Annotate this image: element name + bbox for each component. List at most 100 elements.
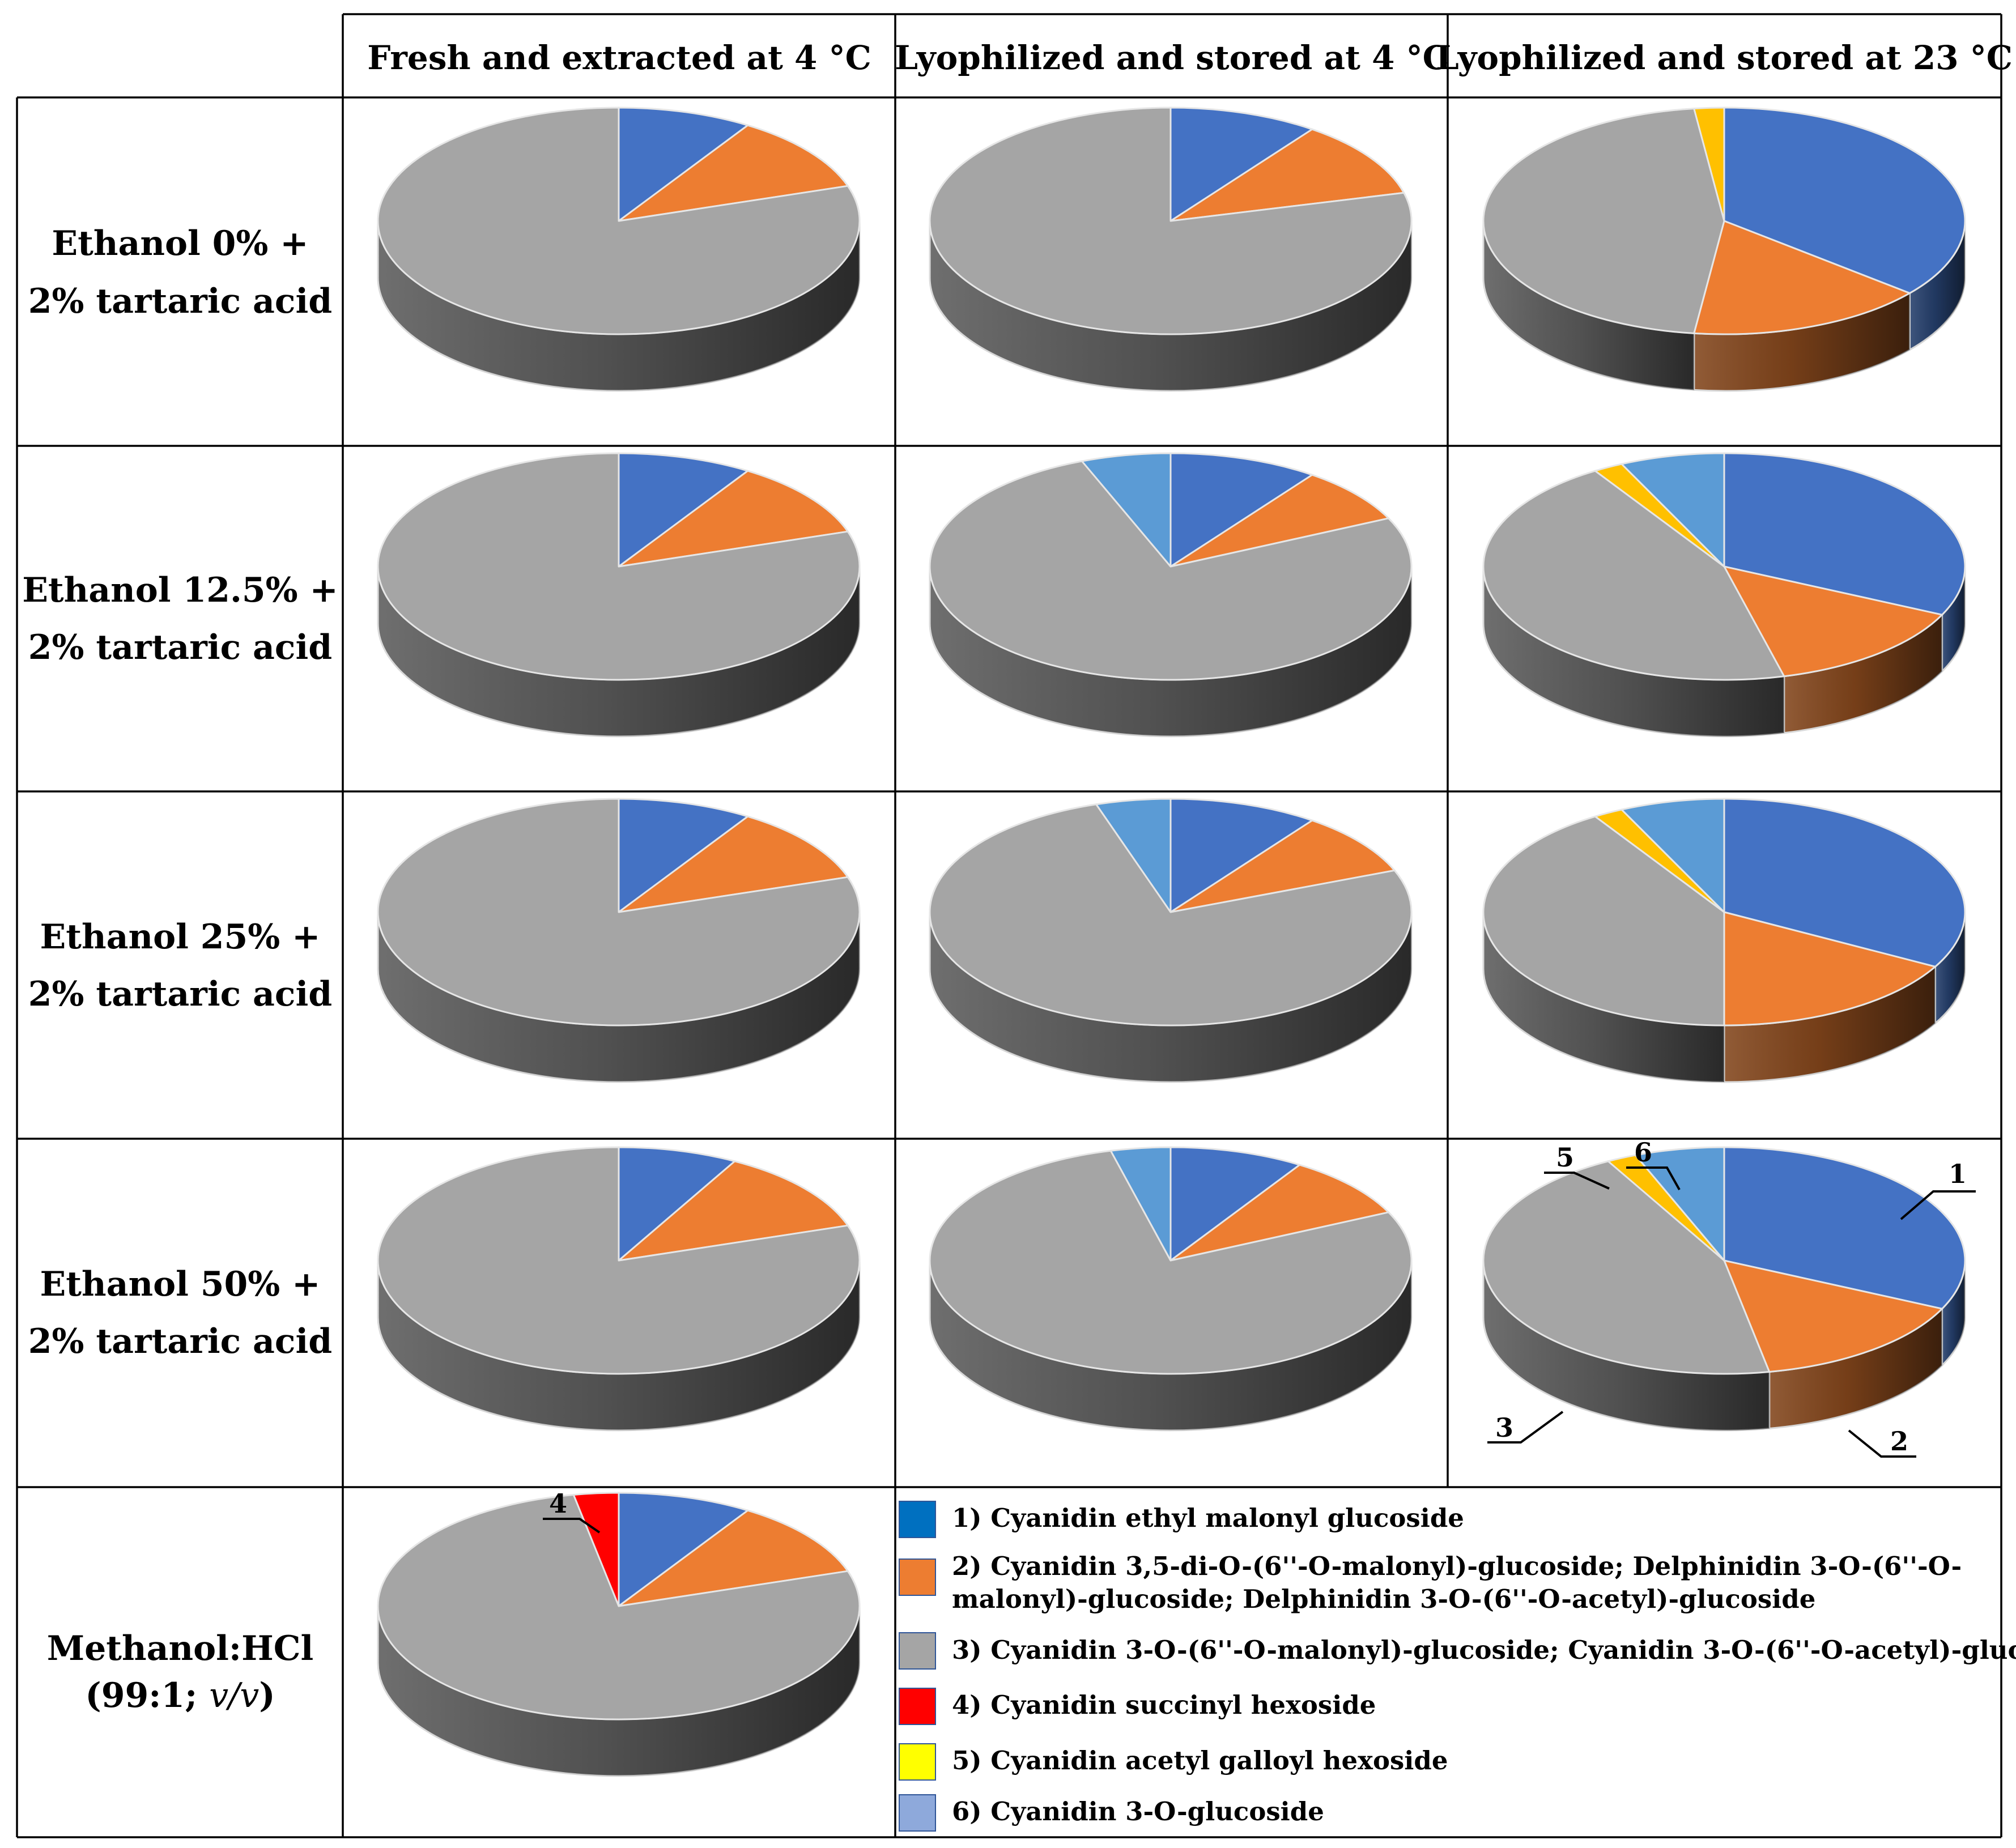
legend-swatch-2 [899,1559,936,1596]
legend-label-5: 5) Cyanidin acetyl galloyl hexoside [952,1745,1448,1775]
pie-slice-3 [1482,815,1725,1027]
row-label-line2: 2% tartaric acid [28,974,332,1014]
callout-5: 5 [1556,1142,1574,1173]
legend-label-2b: malonyl)-glucoside; Delphinidin 3-O-(6''… [952,1584,1815,1614]
pie-chart [1482,107,1966,392]
pie-slice-3 [1482,470,1785,681]
legend-label-1: 1) Cyanidin ethyl malonyl glucoside [952,1503,1464,1533]
legend-swatch-6 [899,1794,936,1832]
pie-slice-3 [377,107,861,335]
pie-slice-1 [618,1492,749,1607]
pie-slice-1 [618,107,749,222]
pie-slice-2 [1169,128,1405,222]
pie-chart [377,1146,861,1432]
pie-side-shade-3 [930,912,1411,1082]
callout-lines [543,1166,1976,1534]
pie-slice-1 [1723,107,1966,294]
callout-6: 6 [1634,1137,1652,1168]
pie-slice-3 [1482,108,1725,334]
pie-slice-2 [1169,819,1396,913]
legend-item-3: 3) Cyanidin 3-O-(6''-O-malonyl)-glucosid… [899,1632,2016,1670]
row-label-line2-end: ) [259,1676,275,1715]
row-label-line2: (99:1; v/v) [85,1676,275,1715]
row-label-ethanol-0: Ethanol 0% + 2% tartaric acid [28,224,332,321]
pie-slice-2 [1723,911,1936,1027]
pie-slice-2 [1169,474,1390,568]
pie-chart [1482,798,1966,1083]
pie-chart [929,107,1413,392]
pie-side-shade-2 [1784,615,1942,733]
pie-slice-3 [929,1149,1413,1375]
pie-side-shade-3 [378,1261,860,1430]
pie-side-shade-2 [1724,966,1936,1082]
row-label-line2: 2% tartaric acid [28,1322,332,1361]
legend-swatch-5 [899,1743,936,1781]
column-header-lyo-23c: Lyophilized and stored at 23 °C [1436,39,2013,77]
row-label-line1: Ethanol 50% + [40,1264,321,1304]
row-label-line1: Methanol:HCl [47,1629,314,1668]
legend-item-5: 5) Cyanidin acetyl galloyl hexoside [899,1743,1448,1781]
pie-slice-1 [1723,1146,1966,1310]
row-label-line2-start: (99:1; [85,1676,209,1715]
legend-item-4: 4) Cyanidin succinyl hexoside [899,1688,1376,1725]
pie-slice-2 [1693,220,1911,335]
legend-item-2: 2) Cyanidin 3,5-di-O-(6''-O-malonyl)-glu… [899,1551,1962,1614]
pie-side-shade-1 [1909,221,1965,350]
row-label-line1: Ethanol 12.5% + [22,570,338,610]
pie-slice-6 [1081,452,1172,568]
pie-side-shade-3 [1483,912,1724,1082]
column-header-lyo-4c: Lyophilized and stored at 4 °C [895,39,1449,77]
pie-slice-6 [1109,1146,1172,1262]
pie-slice-6 [1621,452,1725,568]
pie-chart [377,798,861,1083]
pie-side-shade-3 [378,912,860,1082]
callout-1: 1 [1949,1159,1967,1189]
pie-slice-3 [929,803,1413,1027]
pie-side-shade-3 [378,567,860,736]
pie-slice-3 [929,107,1413,335]
legend-label-4: 4) Cyanidin succinyl hexoside [952,1690,1376,1720]
pie-side-shade-3 [930,1261,1411,1430]
row-label-ethanol-50: Ethanol 50% + 2% tartaric acid [28,1264,332,1361]
pie-slice-2 [618,815,849,913]
pie-slice-3 [377,452,861,681]
pie-chart [377,452,861,738]
row-label-line1: Ethanol 25% + [40,917,321,957]
legend-label-6: 6) Cyanidin 3-O-glucoside [952,1796,1324,1826]
pie-side-shade-3 [378,1606,860,1776]
table-grid [16,13,2002,1838]
pie-side-shade-2 [1694,293,1910,391]
pie-slice-1 [618,798,749,913]
legend-swatch-3 [899,1632,936,1670]
pie-slice-2 [1169,1164,1390,1262]
legend-swatch-4 [899,1688,936,1725]
callout-3: 3 [1495,1412,1513,1443]
row-label-line2-italic: v/v [209,1676,259,1715]
row-label-ethanol-12-5: Ethanol 12.5% + 2% tartaric acid [22,570,338,667]
pie-chart [1482,1146,1966,1432]
pie-slice-5 [1693,107,1725,222]
pie-slice-2 [1723,1259,1943,1373]
pie-slice-2 [618,1160,849,1262]
pie-side-shade-3 [930,221,1411,391]
row-label-line2: 2% tartaric acid [28,282,332,321]
column-header-fresh: Fresh and extracted at 4 °C [367,39,871,77]
pie-side-shade-3 [1483,567,1784,737]
pie-charts [377,107,1966,1777]
pie-slice-6 [1095,798,1172,913]
pie-side-shade-3 [930,567,1411,736]
legend-label-2a: 2) Cyanidin 3,5-di-O-(6''-O-malonyl)-glu… [952,1551,1962,1581]
pie-slice-6 [1621,798,1725,913]
pie-side-shade-3 [1483,1261,1770,1431]
pie-slice-1 [1169,107,1313,222]
pie-slice-3 [1482,1160,1771,1375]
pie-side-shade-1 [1935,912,1965,1024]
pie-slice-1 [1169,452,1313,568]
pie-slice-1 [1169,798,1313,913]
row-label-line1: Ethanol 0% + [52,224,308,263]
pie-chart [377,1492,861,1777]
callout-2: 2 [1890,1426,1908,1457]
pie-slice-2 [618,124,849,222]
pie-slice-1 [1723,798,1966,968]
